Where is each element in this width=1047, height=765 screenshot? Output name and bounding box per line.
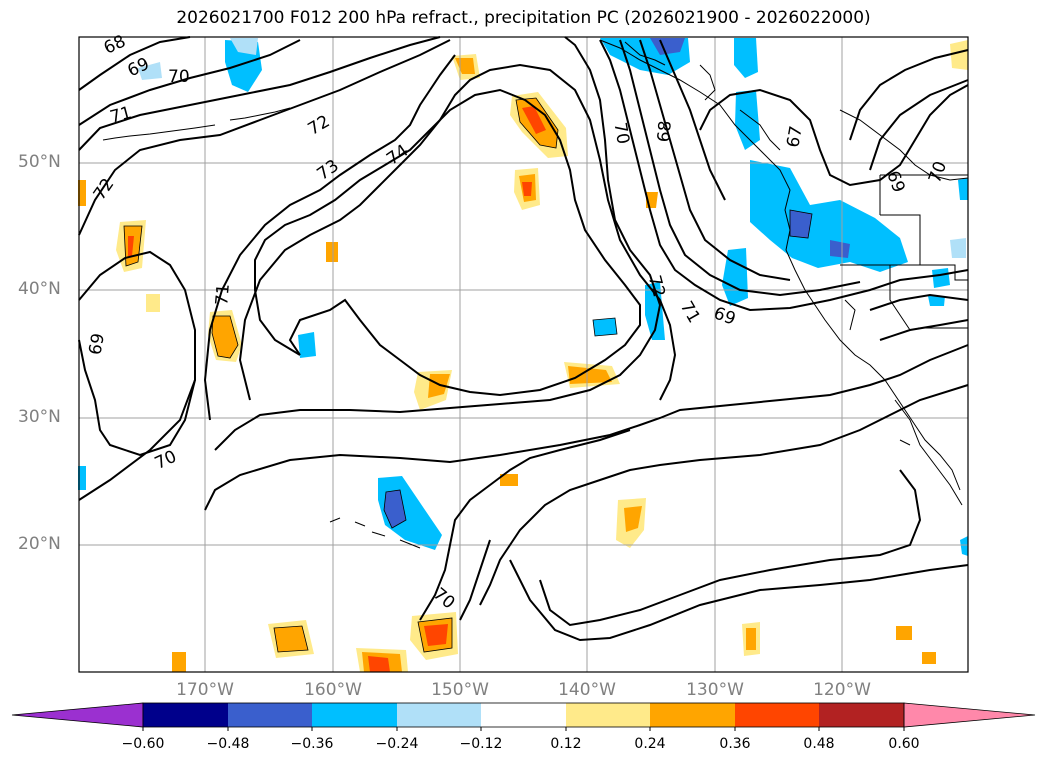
lon-label-160w: 160°W: [304, 680, 362, 700]
colorbar-outline: [142, 702, 905, 728]
lat-label-40n: 40°N: [18, 279, 61, 299]
graticule: [79, 37, 968, 672]
colorbar-segment: [143, 703, 228, 727]
colorbar-segment: [397, 703, 481, 727]
colorbar-segment: [819, 703, 904, 727]
colorbar-tick-label: −0.12: [459, 736, 503, 752]
precip-negative-patch: [950, 238, 966, 258]
precip-negative-patch: [645, 282, 665, 340]
precip-negative-patch: [734, 38, 758, 78]
precip-negative-patch: [384, 490, 406, 528]
precip-negative-patch: [958, 178, 968, 200]
precip-negative-patch: [960, 536, 968, 556]
refractivity-contours: [78, 36, 969, 642]
colorbar-tick-label: 0.48: [803, 736, 835, 752]
precip-positive-patch: [368, 656, 390, 672]
precip-negative-patch: [722, 248, 748, 306]
precip-positive-patch: [746, 628, 756, 650]
precip-positive-patch: [950, 40, 968, 70]
colorbar-segment: [650, 703, 735, 727]
lat-label-50n: 50°N: [18, 152, 61, 172]
precip-outlines: [123, 97, 813, 653]
precip-positive-patch: [172, 652, 186, 672]
map-frame: [78, 36, 969, 673]
contour-label: 69: [86, 332, 109, 357]
colorbar-segment: [566, 703, 650, 727]
colorbar-tick-label: 0.24: [634, 736, 666, 752]
colorbar-tick-label: −0.24: [375, 736, 419, 752]
precip-positive-patch: [624, 506, 642, 532]
lon-label-120w: 120°W: [813, 680, 871, 700]
precip-negative-patch: [650, 38, 685, 55]
lat-label-20n: 20°N: [18, 534, 61, 554]
precip-positive-patch: [428, 374, 450, 398]
precip-positive-patch: [568, 366, 612, 384]
precip-negative-patch: [230, 38, 258, 55]
precip-negative-patch: [928, 296, 945, 306]
lon-label-170w: 170°W: [176, 680, 234, 700]
colorbar-tick-label: −0.36: [290, 736, 334, 752]
precip-positive-patch: [922, 652, 936, 664]
contour-label: 69: [882, 168, 908, 195]
coastlines: [102, 39, 969, 549]
colorbar-segment: [481, 703, 566, 727]
precip-positive-patch: [146, 294, 160, 312]
contour-label: 68: [101, 31, 129, 58]
precip-negative-patch: [138, 62, 162, 80]
precip-negative-patch: [735, 90, 760, 150]
precip-negative-patch: [932, 268, 950, 288]
colorbar-segment: [312, 703, 397, 727]
precip-negative-patch: [830, 240, 850, 258]
colorbar-extend-high: [903, 702, 1036, 728]
precip-positive-patch: [78, 180, 86, 206]
contour-label: 71: [676, 298, 704, 327]
contour-label: 70: [429, 584, 458, 613]
precip-positive-patch: [522, 182, 532, 196]
lon-label-150w: 150°W: [431, 680, 489, 700]
precip-positive-patch: [326, 242, 338, 262]
precip-negative-patch: [78, 466, 86, 490]
contour-label: 70: [168, 67, 190, 87]
precip-positive-patch: [522, 106, 546, 134]
contour-label: 70: [152, 447, 180, 474]
colorbar-tick-label: 0.12: [550, 736, 582, 752]
contour-label: 73: [314, 156, 343, 185]
precip-negative-patch: [790, 210, 812, 238]
contour-label: 67: [783, 124, 806, 149]
contour-label: 71: [212, 283, 234, 306]
colorbar-segment: [735, 703, 819, 727]
colorbar-tick-label: 0.36: [719, 736, 751, 752]
colorbar-segment: [228, 703, 312, 727]
colorbar-tick-label: −0.48: [206, 736, 250, 752]
colorbar-extend-low: [11, 702, 144, 728]
precip-positive-patch: [424, 624, 448, 646]
colorbar-tick-label: −0.60: [121, 736, 165, 752]
contour-label: 70: [609, 121, 632, 146]
lon-label-130w: 130°W: [686, 680, 744, 700]
precip-positive-patch: [274, 626, 308, 652]
precip-shading: [78, 38, 968, 672]
colorbar-tick-label: 0.60: [888, 736, 920, 752]
contour-label: 72: [90, 175, 119, 204]
map-title: 2026021700 F012 200 hPa refract., precip…: [176, 8, 871, 28]
lat-label-30n: 30°N: [18, 407, 61, 427]
lon-label-140w: 140°W: [558, 680, 616, 700]
colorbar: [11, 702, 1036, 731]
precip-positive-patch: [500, 474, 518, 486]
contour-label: 68: [654, 120, 676, 143]
precip-positive-patch: [896, 626, 912, 640]
precip-negative-patch: [298, 332, 316, 358]
precip-positive-patch: [212, 316, 238, 358]
contour-label: 72: [305, 112, 334, 140]
precip-negative-patch: [593, 318, 617, 336]
contour-label: 71: [108, 103, 134, 128]
precip-positive-patch: [128, 236, 134, 256]
